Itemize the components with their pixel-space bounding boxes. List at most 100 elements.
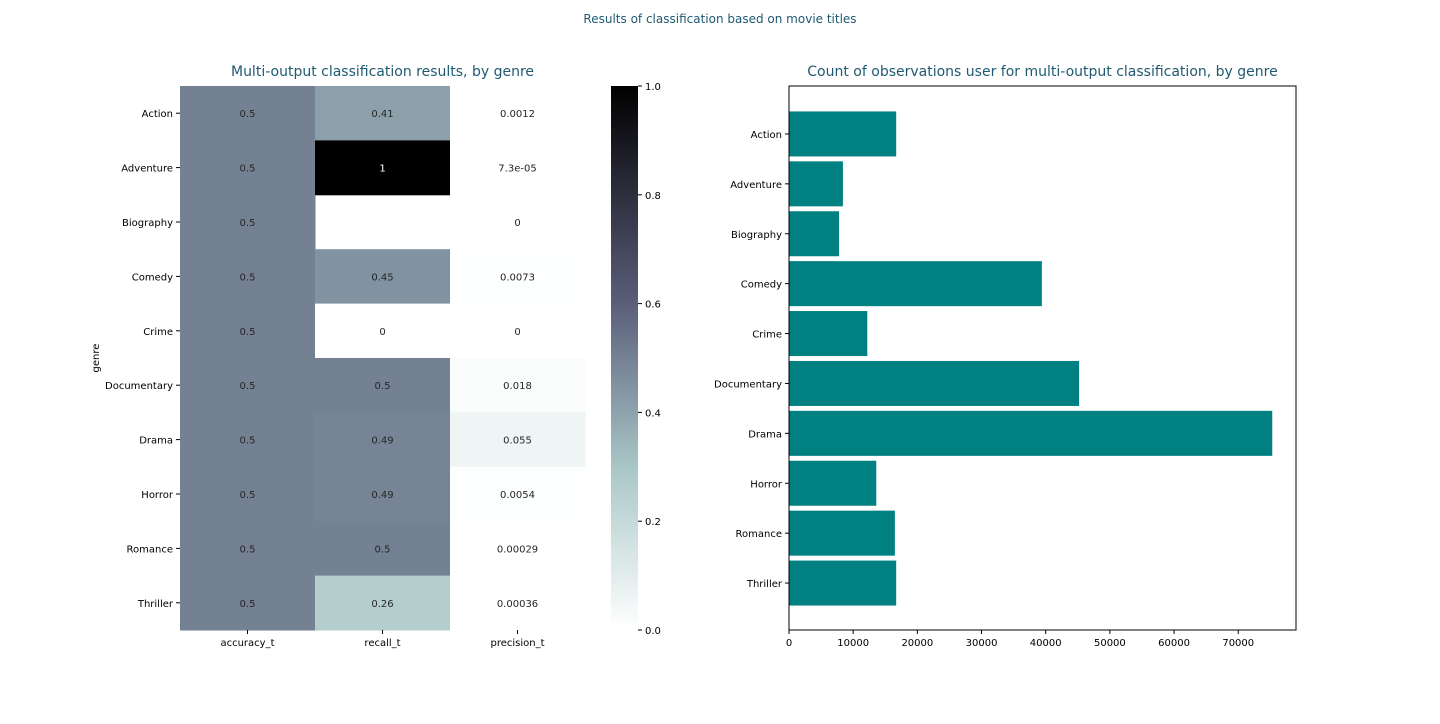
heatmap-cell (450, 521, 586, 577)
heatmap-row-label: Adventure (121, 164, 173, 175)
heatmap-cell-label: 0.0054 (500, 490, 535, 501)
heatmap-cell-label: 0.0012 (500, 109, 535, 120)
heatmap-column-label: recall_t (364, 638, 400, 649)
heatmap-cell (315, 140, 451, 196)
heatmap-cell (450, 194, 586, 250)
heatmap-cell (315, 358, 451, 413)
heatmap-cell (180, 575, 316, 631)
bar-xtick-label: 10000 (837, 638, 869, 649)
heatmap-row-label: Drama (139, 436, 173, 447)
heatmap-column-label: precision_t (490, 638, 544, 649)
bar-xtick-label: 60000 (1158, 638, 1190, 649)
heatmap-cell (315, 86, 451, 141)
heatmap-cell-label: 0.5 (240, 490, 256, 501)
colorbar-tick-label: 0.4 (645, 408, 661, 419)
heatmap-cell-label: 0 (514, 327, 520, 338)
heatmap-cell (180, 466, 316, 522)
heatmap-cell-label: 0.5 (240, 436, 256, 447)
heatmap-cell-label: 0.5 (240, 381, 256, 392)
bar-category-label: Adventure (730, 180, 782, 191)
heatmap-row-label: Thriller (137, 599, 174, 610)
heatmap-cell-label: 0.5 (240, 218, 256, 229)
bar-xtick-label: 40000 (1030, 638, 1062, 649)
heatmap-cell (450, 303, 586, 359)
bar-category-label: Action (751, 130, 782, 141)
heatmap-cell (180, 140, 316, 196)
heatmap-cell-label: 7.3e-05 (498, 164, 536, 175)
heatmap-cell-label: 0.45 (371, 272, 393, 283)
bar (789, 360, 1080, 406)
bar-xtick-label: 20000 (901, 638, 933, 649)
heatmap-cell (180, 194, 316, 250)
heatmap-cell-label: 0 (514, 218, 520, 229)
bar-category-label: Crime (752, 330, 782, 341)
heatmap-cell-label: 0.055 (503, 436, 532, 447)
bar-chart-title: Count of observations user for multi-out… (807, 64, 1277, 80)
heatmap-cell (180, 303, 316, 359)
bar (789, 460, 877, 506)
colorbar-tick-label: 1.0 (645, 82, 661, 93)
heatmap-cell-label: 0.018 (503, 381, 532, 392)
heatmap-cell-label: 0.49 (371, 436, 393, 447)
bar (789, 261, 1042, 307)
heatmap-cell (180, 412, 316, 468)
heatmap-row-label: Biography (122, 218, 173, 229)
heatmap-cell (315, 466, 451, 522)
colorbar-tick-label: 0.8 (645, 191, 661, 202)
heatmap-cell-label: 1 (379, 164, 385, 175)
bar-xtick-label: 50000 (1094, 638, 1126, 649)
heatmap-cell (315, 412, 451, 468)
heatmap-title: Multi-output classification results, by … (231, 64, 534, 80)
heatmap-cell-label: 0.0073 (500, 272, 535, 283)
bar (789, 410, 1273, 456)
heatmap-cell-label: 0.5 (240, 109, 256, 120)
bar (789, 560, 897, 606)
colorbar (611, 86, 638, 630)
heatmap-cell-label: 0.5 (375, 544, 391, 555)
heatmap-row-label: Horror (141, 490, 174, 501)
figure-title: Results of classification based on movie… (583, 12, 857, 26)
bar-category-label: Thriller (746, 579, 783, 590)
heatmap-cell (450, 575, 586, 631)
heatmap-cell (315, 521, 451, 577)
bar-category-label: Documentary (714, 379, 782, 390)
bar-xtick-label: 30000 (966, 638, 998, 649)
bar (789, 161, 843, 207)
heatmap-cell-label: 0.5 (375, 381, 391, 392)
bar-xtick-label: 70000 (1222, 638, 1254, 649)
heatmap-row-label: Documentary (105, 381, 173, 392)
heatmap-column-label: accuracy_t (220, 638, 274, 649)
colorbar-tick-label: 0.0 (645, 626, 661, 637)
bar-xtick-label: 0 (786, 638, 792, 649)
heatmap-cell-label: 0.00029 (497, 544, 538, 555)
bar-category-label: Romance (736, 529, 782, 540)
heatmap-row-label: Romance (127, 544, 173, 555)
bar (789, 111, 897, 157)
heatmap-cell (450, 249, 586, 305)
colorbar-tick-label: 0.6 (645, 300, 661, 311)
heatmap-cell (450, 358, 586, 413)
heatmap-cell (450, 466, 586, 522)
heatmap-cell-label: 0.41 (371, 109, 393, 120)
heatmap-cell-label: 0.26 (371, 599, 393, 610)
heatmap-cell-label: 0 (379, 327, 385, 338)
colorbar-tick-label: 0.2 (645, 517, 661, 528)
heatmap-cell-label: 0.5 (240, 599, 256, 610)
heatmap-cell-label: 0.49 (371, 490, 393, 501)
heatmap-cell-label: 0.5 (240, 544, 256, 555)
heatmap-ylabel: genre (91, 344, 102, 373)
heatmap-cell (315, 575, 451, 631)
heatmap-row-label: Crime (143, 327, 173, 338)
bar (789, 510, 895, 556)
heatmap-cell-label: 0.00036 (497, 599, 538, 610)
bar-category-label: Comedy (741, 280, 782, 291)
bar-category-label: Drama (748, 429, 782, 440)
heatmap-cell (315, 249, 451, 305)
heatmap-cell-label: 0.5 (240, 327, 256, 338)
bar-category-label: Biography (731, 230, 782, 241)
heatmap-cell (180, 521, 316, 577)
heatmap-cell (180, 358, 316, 413)
bar-axes-frame (788, 85, 1297, 631)
